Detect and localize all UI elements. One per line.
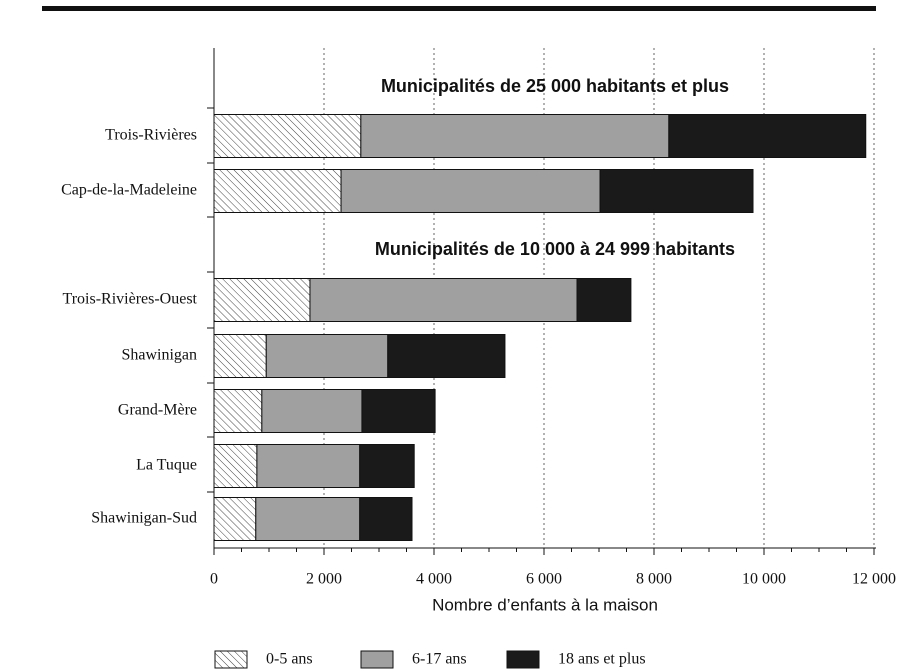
bar-segment: [213, 278, 311, 322]
legend-swatch: [360, 650, 394, 669]
x-tick-label: 10 000: [742, 571, 786, 588]
legend-label: 18 ans et plus: [558, 651, 646, 668]
legend-label: 6-17 ans: [412, 651, 467, 668]
y-tick-label: Trois-Rivières-Ouest: [62, 291, 197, 308]
x-axis-label: Nombre d’enfants à la maison: [432, 595, 658, 614]
bar-segment: [213, 444, 258, 488]
x-tick-label: 12 000: [852, 571, 896, 588]
y-tick-label: Grand-Mère: [118, 402, 197, 419]
bar-segment: [599, 169, 754, 213]
y-tick-label: Cap-de-la-Madeleine: [61, 182, 197, 199]
bar-segment: [359, 444, 415, 488]
bar-segment: [213, 334, 267, 378]
bar-segment: [576, 278, 632, 322]
bar-segment: [213, 389, 263, 433]
bar-segment: [359, 497, 413, 541]
x-tick-label: 4 000: [416, 571, 452, 588]
legend-label: 0-5 ans: [266, 651, 313, 668]
top-rule: [42, 6, 876, 11]
bar-segment: [361, 389, 436, 433]
bar-segment: [213, 114, 362, 158]
legend-swatch: [214, 650, 248, 669]
y-tick-label: Shawinigan-Sud: [91, 510, 197, 527]
bar-segment: [265, 334, 389, 378]
section-heading: Municipalités de 10 000 à 24 999 habitan…: [375, 239, 735, 259]
bar-segment: [668, 114, 867, 158]
bar-segment: [213, 169, 342, 213]
bar-segment: [255, 497, 361, 541]
bar-segment: [256, 444, 361, 488]
bar-segment: [213, 497, 257, 541]
legend-swatch: [506, 650, 540, 669]
bar-segment: [309, 278, 578, 322]
bar-segment: [261, 389, 363, 433]
section-heading: Municipalités de 25 000 habitants et plu…: [381, 76, 729, 96]
y-tick-label: La Tuque: [136, 457, 197, 474]
bar-segment: [340, 169, 601, 213]
y-tick-label: Shawinigan: [121, 347, 197, 364]
x-tick-label: 6 000: [526, 571, 562, 588]
bar-segment: [387, 334, 506, 378]
bar-segment: [360, 114, 670, 158]
x-tick-label: 8 000: [636, 571, 672, 588]
x-tick-label: 2 000: [306, 571, 342, 588]
y-tick-label: Trois-Rivières: [105, 127, 197, 144]
x-tick-label: 0: [210, 571, 218, 588]
